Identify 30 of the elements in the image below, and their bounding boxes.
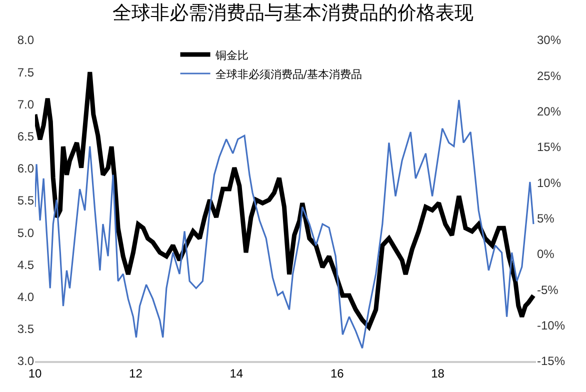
y-tick-label: 6.0 [17, 162, 34, 176]
line-series [35, 99, 534, 349]
chart-title: 全球非必需消费品与基本消费品的价格表现 [112, 2, 474, 24]
y2-tick-label: -5% [537, 282, 559, 297]
y-tick-label: 8.0 [17, 33, 34, 48]
y2-tick-label: 5% [537, 212, 555, 226]
y2-tick-label: 10% [537, 176, 562, 190]
y2-tick-label: 30% [537, 33, 562, 48]
y2-tick-label: 25% [537, 68, 562, 83]
y-tick-label: 4.5 [17, 258, 34, 272]
y2-tick-label: -10% [537, 318, 566, 333]
x-tick-label: 14 [230, 366, 244, 380]
y-tick-label: 3.0 [17, 354, 34, 368]
legend-label: 全球非必须消费品/基本消费品 [215, 68, 362, 81]
y2-tick-label: 15% [537, 140, 562, 154]
y2-tick-label: -15% [537, 354, 566, 368]
x-tick-label: 16 [330, 366, 344, 380]
x-tick-label: 18 [431, 366, 445, 380]
y-tick-label: 5.0 [17, 226, 34, 240]
legend-label: 铜金比 [214, 48, 248, 62]
y-tick-label: 7.0 [17, 97, 34, 112]
x-tick-label: 12 [129, 366, 143, 380]
y2-tick-label: 0% [537, 247, 555, 262]
y-tick-label: 3.5 [17, 322, 34, 336]
y-tick-label: 5.5 [17, 194, 34, 208]
y-tick-label: 7.5 [17, 65, 34, 80]
y2-tick-label: 20% [537, 104, 562, 119]
x-tick-label: 10 [28, 366, 42, 380]
y-tick-label: 4.0 [17, 290, 34, 304]
y-tick-label: 6.5 [17, 130, 34, 144]
